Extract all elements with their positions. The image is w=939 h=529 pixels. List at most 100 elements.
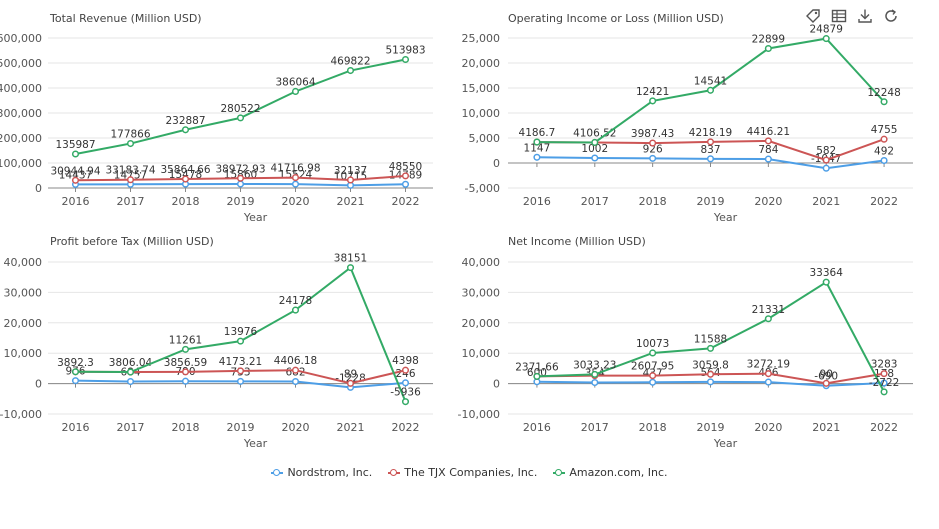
data-point-nordstrom[interactable] bbox=[401, 379, 410, 387]
data-point-amazon[interactable] bbox=[236, 114, 245, 122]
data-point-tjx[interactable] bbox=[236, 367, 245, 375]
tag-icon[interactable] bbox=[803, 6, 823, 26]
data-point-amazon[interactable] bbox=[706, 86, 715, 94]
data-point-nordstrom[interactable] bbox=[706, 155, 715, 163]
x-axis-title: Year bbox=[243, 437, 268, 450]
data-point-tjx[interactable] bbox=[291, 366, 300, 374]
data-point-nordstrom[interactable] bbox=[291, 180, 300, 188]
data-point-tjx[interactable] bbox=[764, 370, 772, 378]
data-point-tjx[interactable] bbox=[880, 135, 888, 143]
data-point-tjx[interactable] bbox=[346, 176, 355, 184]
data-point-amazon[interactable] bbox=[346, 66, 355, 75]
data-point-amazon[interactable] bbox=[181, 126, 190, 134]
legend-item-amazon[interactable]: Amazon.com, Inc. bbox=[553, 466, 668, 479]
data-point-nordstrom[interactable] bbox=[71, 377, 80, 385]
data-point-amazon[interactable] bbox=[591, 138, 599, 147]
data-point-tjx[interactable] bbox=[880, 370, 888, 378]
data-point-nordstrom[interactable] bbox=[880, 379, 888, 387]
data-label-tjx: 35864.66 bbox=[160, 164, 210, 176]
chart-title: Net Income (Million USD) bbox=[508, 235, 646, 248]
data-point-tjx[interactable] bbox=[706, 370, 715, 378]
data-point-amazon[interactable] bbox=[533, 372, 541, 380]
data-point-amazon[interactable] bbox=[291, 87, 300, 96]
data-point-amazon[interactable] bbox=[126, 368, 135, 376]
data-point-nordstrom[interactable] bbox=[764, 155, 772, 163]
data-point-tjx[interactable] bbox=[236, 174, 245, 182]
x-tick-label: 2020 bbox=[282, 421, 310, 434]
data-label-amazon: 22899 bbox=[752, 34, 785, 46]
data-point-amazon[interactable] bbox=[764, 44, 772, 53]
data-point-nordstrom[interactable] bbox=[649, 154, 657, 162]
data-point-nordstrom[interactable] bbox=[880, 156, 888, 165]
data-point-amazon[interactable] bbox=[591, 370, 599, 378]
data-point-nordstrom[interactable] bbox=[401, 180, 410, 188]
data-point-tjx[interactable] bbox=[822, 379, 830, 387]
data-point-tjx[interactable] bbox=[649, 139, 657, 147]
data-point-tjx[interactable] bbox=[181, 368, 190, 376]
data-point-amazon[interactable] bbox=[126, 139, 135, 148]
data-point-amazon[interactable] bbox=[71, 150, 80, 158]
data-point-tjx[interactable] bbox=[764, 137, 772, 145]
data-point-amazon[interactable] bbox=[181, 345, 190, 353]
legend-item-nordstrom[interactable]: Nordstrom, Inc. bbox=[271, 466, 372, 479]
data-point-nordstrom[interactable] bbox=[236, 180, 245, 188]
data-label-tjx: 90 bbox=[820, 368, 833, 380]
data-point-tjx[interactable] bbox=[346, 379, 355, 387]
data-point-amazon[interactable] bbox=[346, 264, 355, 272]
data-point-amazon[interactable] bbox=[764, 315, 772, 323]
data-point-tjx[interactable] bbox=[181, 175, 190, 183]
data-point-amazon[interactable] bbox=[291, 306, 300, 314]
data-point-amazon[interactable] bbox=[822, 278, 830, 286]
data-point-tjx[interactable] bbox=[401, 366, 410, 374]
table-icon[interactable] bbox=[829, 6, 849, 26]
chart-panel-2: -5,000 0 5,000 10,000 15,000 20,000 25,000 2016… bbox=[462, 12, 913, 224]
y-tick-label: -5,000 bbox=[465, 182, 500, 195]
data-point-nordstrom[interactable] bbox=[649, 378, 657, 386]
data-point-tjx[interactable] bbox=[401, 172, 410, 180]
data-point-nordstrom[interactable] bbox=[181, 377, 190, 385]
data-label-tjx: 4398 bbox=[392, 355, 419, 367]
data-point-amazon[interactable] bbox=[71, 368, 80, 376]
data-point-tjx[interactable] bbox=[822, 156, 830, 164]
data-point-nordstrom[interactable] bbox=[764, 378, 772, 386]
data-label-tjx: 33183.74 bbox=[105, 165, 155, 177]
legend-swatch-amazon bbox=[553, 467, 566, 479]
data-point-amazon[interactable] bbox=[401, 398, 410, 406]
data-point-tjx[interactable] bbox=[126, 176, 135, 184]
data-label-tjx: 2371.66 bbox=[515, 361, 559, 373]
data-point-amazon[interactable] bbox=[649, 349, 657, 357]
data-point-nordstrom[interactable] bbox=[706, 378, 715, 386]
data-label-nordstrom: 492 bbox=[874, 146, 894, 158]
data-point-tjx[interactable] bbox=[706, 138, 715, 146]
data-label-nordstrom: 14757 bbox=[114, 169, 147, 181]
data-point-amazon[interactable] bbox=[236, 337, 245, 345]
x-tick-label: 2022 bbox=[870, 195, 898, 208]
data-point-tjx[interactable] bbox=[291, 174, 300, 182]
legend-item-tjx[interactable]: The TJX Companies, Inc. bbox=[388, 466, 537, 479]
data-label-amazon: 12248 bbox=[867, 87, 900, 99]
data-label-tjx: 3856.59 bbox=[164, 357, 207, 369]
data-point-amazon[interactable] bbox=[649, 97, 657, 105]
data-point-amazon[interactable] bbox=[880, 388, 888, 396]
data-point-tjx[interactable] bbox=[649, 372, 657, 380]
data-point-nordstrom[interactable] bbox=[591, 154, 599, 162]
data-point-nordstrom[interactable] bbox=[126, 377, 135, 386]
x-tick-label: 2022 bbox=[870, 421, 898, 434]
download-icon[interactable] bbox=[855, 6, 875, 26]
data-point-amazon[interactable] bbox=[533, 138, 541, 146]
refresh-icon[interactable] bbox=[881, 6, 901, 26]
legend-swatch-nordstrom bbox=[271, 467, 284, 479]
data-point-amazon[interactable] bbox=[880, 98, 888, 106]
data-point-nordstrom[interactable] bbox=[591, 378, 599, 387]
data-point-tjx[interactable] bbox=[71, 176, 80, 184]
data-label-tjx: 3059.8 bbox=[692, 359, 729, 371]
data-point-nordstrom[interactable] bbox=[291, 377, 300, 386]
legend-swatch-tjx bbox=[388, 467, 401, 479]
data-point-amazon[interactable] bbox=[822, 35, 830, 43]
data-point-nordstrom[interactable] bbox=[822, 164, 830, 172]
data-point-nordstrom[interactable] bbox=[236, 377, 245, 385]
data-point-amazon[interactable] bbox=[706, 344, 715, 352]
data-point-nordstrom[interactable] bbox=[533, 153, 541, 161]
data-point-amazon[interactable] bbox=[401, 55, 410, 64]
y-tick-label: 20,000 bbox=[462, 57, 501, 70]
